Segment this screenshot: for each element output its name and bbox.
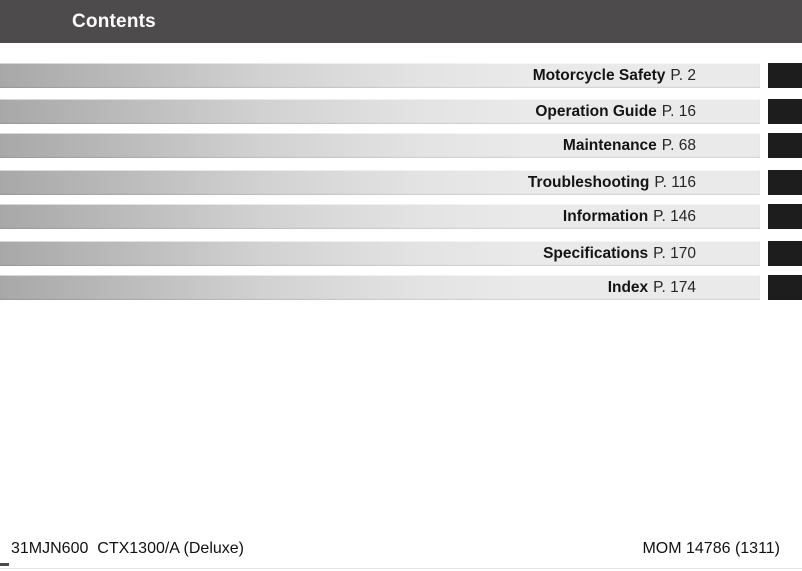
toc-link-maintenance[interactable]: Maintenance P. 68 bbox=[0, 133, 760, 158]
toc-link-index[interactable]: Index P. 174 bbox=[0, 275, 760, 300]
toc-row-motorcycle-safety: Motorcycle Safety P. 2 bbox=[0, 63, 802, 88]
toc-row-operation-guide: Operation Guide P. 16 bbox=[0, 99, 802, 124]
toc-page-ref: P. 174 bbox=[653, 279, 696, 296]
toc-page-ref: P. 2 bbox=[670, 67, 696, 84]
toc-label: Motorcycle Safety bbox=[532, 67, 666, 84]
toc-edge-tab-troubleshooting[interactable] bbox=[768, 170, 802, 195]
toc-label: Information bbox=[562, 208, 649, 225]
toc-link-specifications[interactable]: Specifications P. 170 bbox=[0, 241, 760, 266]
page-title: Contents bbox=[72, 11, 156, 32]
toc-edge-tab-motorcycle-safety[interactable] bbox=[768, 63, 802, 88]
print-code: MOM 14786 (1311) bbox=[642, 540, 780, 557]
toc-label: Specifications bbox=[543, 245, 649, 262]
toc-label: Troubleshooting bbox=[527, 174, 650, 191]
page-bottom-hairline bbox=[0, 568, 802, 569]
toc-row-specifications: Specifications P. 170 bbox=[0, 241, 802, 266]
toc-edge-tab-operation-guide[interactable] bbox=[768, 99, 802, 124]
toc-link-operation-guide[interactable]: Operation Guide P. 16 bbox=[0, 99, 760, 124]
toc-edge-tab-maintenance[interactable] bbox=[768, 133, 802, 158]
toc-edge-tab-information[interactable] bbox=[768, 204, 802, 229]
toc-label: Index bbox=[607, 279, 649, 296]
toc-page-ref: P. 116 bbox=[654, 174, 696, 191]
contents-header-bar: Contents bbox=[0, 0, 802, 43]
document-code: 31MJN600 CTX1300/A (Deluxe) bbox=[11, 540, 244, 557]
toc-edge-tab-index[interactable] bbox=[768, 275, 802, 300]
toc-label: Maintenance bbox=[562, 137, 657, 154]
toc-row-information: Information P. 146 bbox=[0, 204, 802, 229]
toc-page-ref: P. 170 bbox=[653, 245, 696, 262]
toc-page-ref: P. 16 bbox=[661, 103, 696, 120]
toc-edge-tab-specifications[interactable] bbox=[768, 241, 802, 266]
toc-page-ref: P. 68 bbox=[661, 137, 696, 154]
toc-row-index: Index P. 174 bbox=[0, 275, 802, 300]
toc-label: Operation Guide bbox=[535, 103, 657, 120]
toc-link-troubleshooting[interactable]: Troubleshooting P. 116 bbox=[0, 170, 760, 195]
toc-link-information[interactable]: Information P. 146 bbox=[0, 204, 760, 229]
toc-page-ref: P. 146 bbox=[653, 208, 696, 225]
page-corner-mark bbox=[0, 563, 9, 566]
toc-row-maintenance: Maintenance P. 68 bbox=[0, 133, 802, 158]
toc-row-troubleshooting: Troubleshooting P. 116 bbox=[0, 170, 802, 195]
toc-link-motorcycle-safety[interactable]: Motorcycle Safety P. 2 bbox=[0, 63, 760, 88]
